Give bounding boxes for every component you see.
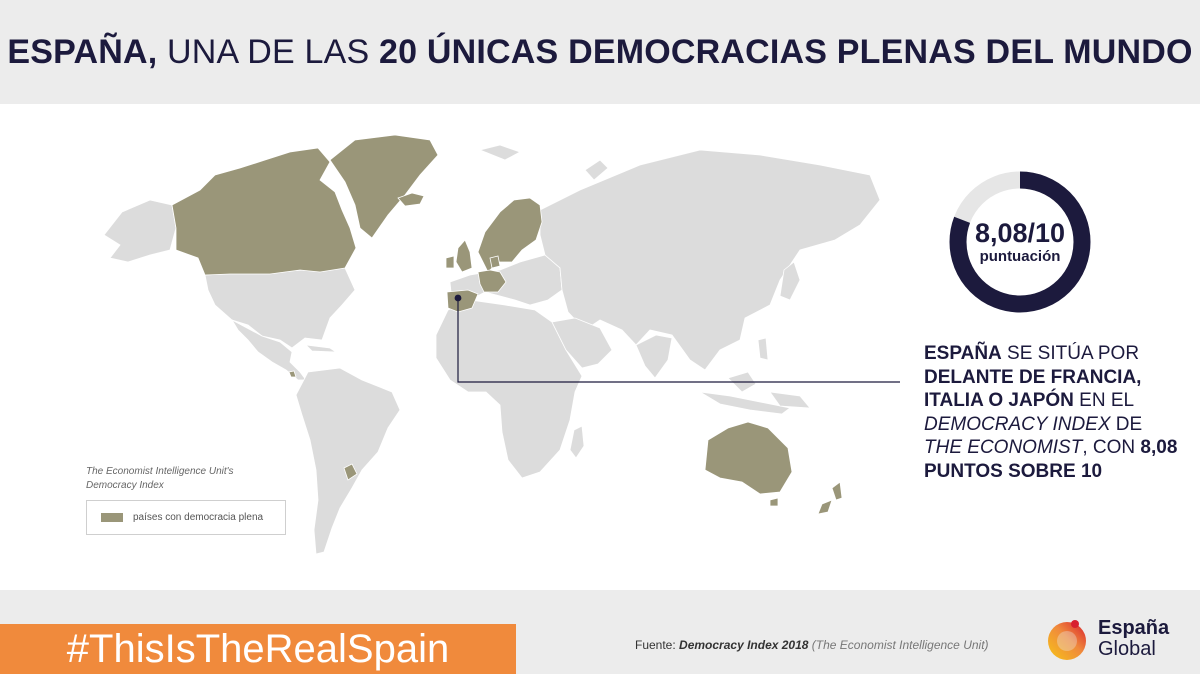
title-highlight-country: ESPAÑA, — [7, 32, 158, 71]
country-australia — [704, 421, 793, 495]
statement-text-4: , CON — [1082, 437, 1141, 458]
country-denmark — [489, 255, 501, 269]
legend-source-line1: The Economist Intelligence Unit's — [86, 466, 234, 477]
country-tasmania — [769, 497, 779, 507]
land-madagascar — [569, 425, 585, 459]
score-gauge — [949, 171, 1091, 313]
country-uruguay — [343, 463, 358, 481]
legend-source-line2: Democracy Index — [86, 480, 164, 491]
land-new-guinea — [769, 391, 811, 409]
gauge-label: 8,08/10 puntuación — [944, 218, 1096, 266]
country-new-zealand — [817, 481, 843, 515]
full-democracies — [171, 134, 843, 515]
page-title: ESPAÑA, UNA DE LAS 20 ÚNICAS DEMOCRACIAS… — [7, 33, 1192, 72]
statement-comparison: DELANTE DE FRANCIA, ITALIA O JAPÓN — [924, 366, 1142, 412]
country-spain — [446, 289, 479, 313]
gauge-unit: puntuación — [979, 248, 1061, 265]
land-indonesia — [699, 391, 791, 415]
base-landmasses — [103, 144, 881, 555]
country-costa-rica — [288, 370, 297, 378]
land-usa — [204, 267, 356, 349]
country-ireland — [445, 255, 455, 269]
land-japan — [779, 261, 801, 301]
land-india — [635, 334, 673, 379]
legend-source: The Economist Intelligence Unit's Democr… — [86, 465, 306, 493]
world-map — [103, 134, 900, 555]
statement-text-3: DE — [1110, 413, 1143, 435]
land-south-america — [295, 367, 401, 555]
statement-index-name: DEMOCRACY INDEX — [924, 413, 1111, 435]
land-philippines — [757, 337, 769, 361]
statement-score: 8,08 PUNTOS SOBRE 10 — [924, 437, 1178, 482]
country-iceland — [397, 192, 425, 207]
country-canada — [171, 147, 357, 276]
land-arctic-islands — [478, 144, 521, 161]
gauge-score: 8,08/10 — [974, 218, 1066, 248]
statement-publisher: THE ECONOMIST — [924, 437, 1083, 458]
header-bar: ESPAÑA, UNA DE LAS 20 ÚNICAS DEMOCRACIAS… — [0, 0, 1200, 104]
statement-text-1: SE SITÚA POR — [1001, 343, 1140, 364]
key-statement: ESPAÑA SE SITÚA POR DELANTE DE FRANCIA, … — [924, 342, 1184, 483]
legend-label: países con democracia plena — [133, 512, 264, 523]
brand-sub: Global — [1098, 638, 1156, 660]
map-legend: países con democracia plena — [86, 500, 286, 535]
gauge-arc — [949, 171, 1091, 313]
source-title: Democracy Index 2018 — [679, 638, 809, 652]
title-highlight-fact: 20 ÚNICAS DEMOCRACIAS PLENAS DEL MUNDO — [379, 32, 1193, 71]
statement-country: ESPAÑA — [924, 343, 1002, 364]
statement-text-2: EN EL — [1073, 390, 1134, 411]
land-alaska — [103, 199, 177, 263]
country-central-europe — [477, 269, 507, 293]
land-mexico — [230, 318, 307, 381]
hashtag-banner: #ThisIsTheRealSpain — [0, 624, 516, 674]
source-org: (The Economist Intelligence Unit) — [808, 638, 989, 652]
source-citation: Fuente: Democracy Index 2018 (The Econom… — [635, 638, 989, 652]
country-greenland — [329, 134, 439, 239]
source-prefix: Fuente: — [635, 638, 680, 652]
country-uk — [455, 239, 473, 273]
legend-swatch — [101, 513, 123, 522]
title-middle: UNA DE LAS — [167, 32, 370, 71]
land-novaya-zemlya — [584, 159, 609, 181]
brand-name: España — [1098, 617, 1170, 639]
land-asia — [539, 149, 881, 371]
spain-leader-line — [457, 298, 900, 383]
land-africa — [435, 299, 583, 479]
brand-logo: España Global — [1044, 612, 1194, 668]
land-cuba — [304, 344, 338, 353]
land-arabia — [551, 317, 613, 369]
brand-mark-icon — [1048, 620, 1086, 660]
